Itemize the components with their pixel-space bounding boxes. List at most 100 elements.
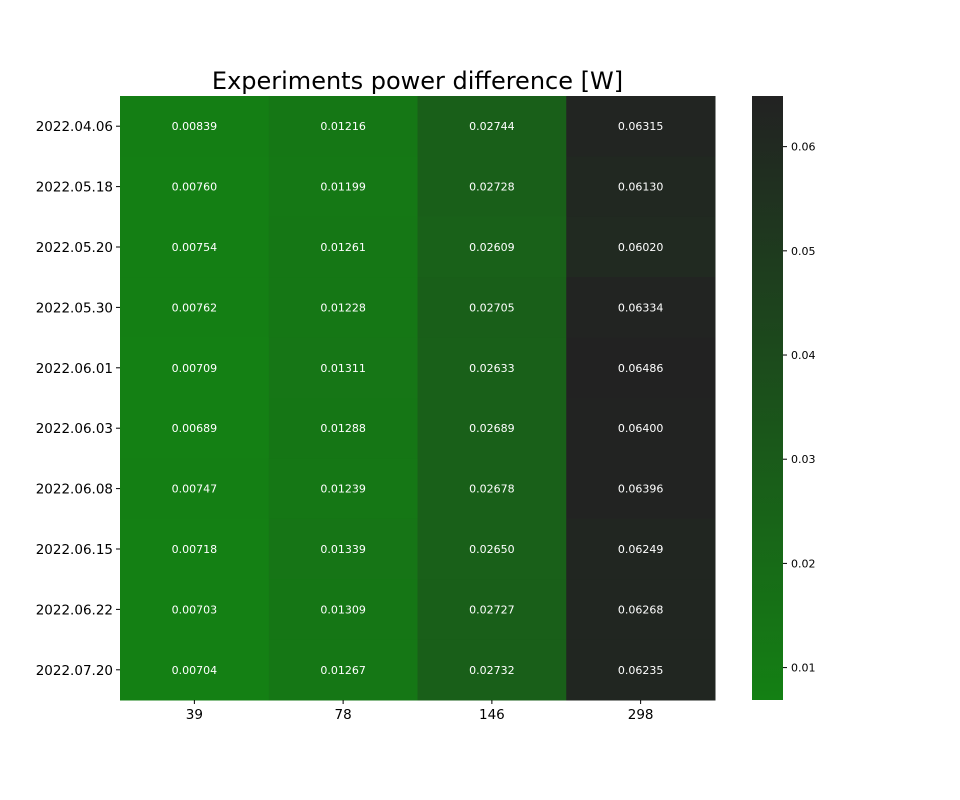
colorbar-tick-label: 0.02 <box>791 557 816 570</box>
cell-value-label: 0.06235 <box>618 664 664 677</box>
cell-value-label: 0.00839 <box>172 120 218 133</box>
colorbar-gradient <box>752 96 783 700</box>
heatmap-cell <box>417 216 567 278</box>
heatmap-cell <box>417 398 567 459</box>
heatmap-cell <box>268 277 418 339</box>
cell-value-label: 0.01288 <box>320 422 366 435</box>
heatmap-cell <box>417 639 567 701</box>
cell-value-label: 0.02732 <box>469 664 515 677</box>
cell-value-label: 0.02633 <box>469 362 515 375</box>
colorbar-tick-label: 0.06 <box>791 141 816 154</box>
heatmap-cell <box>417 156 567 218</box>
heatmap-cell <box>120 216 270 278</box>
cell-value-label: 0.01267 <box>320 664 366 677</box>
cell-value-label: 0.06396 <box>618 483 664 496</box>
heatmap-cell <box>268 398 418 459</box>
cell-value-label: 0.06130 <box>618 181 664 194</box>
cell-value-label: 0.02705 <box>469 301 515 314</box>
y-tick-label: 2022.06.15 <box>36 542 113 558</box>
x-tick-label: 146 <box>479 707 505 723</box>
y-tick-label: 2022.07.20 <box>36 663 113 679</box>
cell-value-label: 0.06400 <box>618 422 664 435</box>
heatmap-cell <box>566 337 716 399</box>
chart-title: Experiments power difference [W] <box>212 67 623 95</box>
heatmap-cell <box>268 337 418 399</box>
cell-value-label: 0.01309 <box>320 603 366 616</box>
heatmap-cell <box>566 156 716 218</box>
heatmap-cell <box>417 579 567 641</box>
y-tick-label: 2022.06.22 <box>36 602 113 618</box>
cell-value-label: 0.02728 <box>469 181 515 194</box>
cell-value-label: 0.02678 <box>469 483 515 496</box>
cell-value-label: 0.00762 <box>172 301 218 314</box>
cell-value-label: 0.06486 <box>618 362 664 375</box>
colorbar-tick-label: 0.04 <box>791 349 816 362</box>
colorbar-tick-label: 0.01 <box>791 662 816 675</box>
cell-value-label: 0.01339 <box>320 543 366 556</box>
y-tick-label: 2022.05.30 <box>36 300 113 316</box>
heatmap-cell <box>566 96 716 157</box>
x-axis: 39 78 146 298 <box>186 700 654 723</box>
heatmap-cell <box>566 639 716 701</box>
cell-value-label: 0.06249 <box>618 543 664 556</box>
heatmap-cell <box>120 277 270 339</box>
heatmap-cell <box>417 458 567 520</box>
heatmap-cell <box>120 639 270 701</box>
x-tick-label: 298 <box>628 707 654 723</box>
heatmap-cells <box>120 96 716 701</box>
cell-value-label: 0.00718 <box>172 543 218 556</box>
y-tick-label: 2022.06.01 <box>36 361 113 377</box>
cell-value-label: 0.00747 <box>172 483 218 496</box>
heatmap-cell <box>268 518 418 580</box>
heatmap-cell <box>417 277 567 339</box>
y-tick-label: 2022.05.20 <box>36 240 113 256</box>
colorbar-tick-label: 0.03 <box>791 453 816 466</box>
cell-value-label: 0.01228 <box>320 301 366 314</box>
cell-value-label: 0.06334 <box>618 301 664 314</box>
cell-value-label: 0.01199 <box>320 181 366 194</box>
heatmap-cell <box>566 277 716 339</box>
heatmap-cell <box>566 458 716 520</box>
cell-value-label: 0.01216 <box>320 120 366 133</box>
heatmap-cell <box>120 337 270 399</box>
y-tick-label: 2022.04.06 <box>36 119 113 135</box>
heatmap-cell <box>268 458 418 520</box>
cell-value-label: 0.00704 <box>172 664 218 677</box>
y-tick-label: 2022.05.18 <box>36 180 113 196</box>
cell-value-label: 0.02689 <box>469 422 515 435</box>
y-tick-label: 2022.06.08 <box>36 482 113 498</box>
heatmap-cell <box>566 579 716 641</box>
cell-value-label: 0.06268 <box>618 603 664 616</box>
colorbar: 0.01 0.02 0.03 0.04 0.05 0.06 <box>752 96 816 700</box>
cell-value-label: 0.02744 <box>469 120 515 133</box>
cell-value-label: 0.00760 <box>172 181 218 194</box>
cell-value-label: 0.02650 <box>469 543 515 556</box>
cell-value-label: 0.01311 <box>320 362 366 375</box>
heatmap-cell <box>120 398 270 459</box>
x-tick-label: 39 <box>186 707 203 723</box>
y-tick-label: 2022.06.03 <box>36 421 113 437</box>
heatmap-cell <box>566 216 716 278</box>
heatmap-cell <box>120 96 270 157</box>
heatmap-cell <box>120 458 270 520</box>
heatmap-cell <box>566 518 716 580</box>
heatmap-cell <box>268 216 418 278</box>
cell-value-label: 0.00709 <box>172 362 218 375</box>
heatmap-cell <box>120 518 270 580</box>
heatmap-cell <box>268 579 418 641</box>
heatmap-cell-labels: 0.00839 0.01216 0.02744 0.06315 0.00760 0.011… <box>172 120 664 677</box>
colorbar-tick-label: 0.05 <box>791 245 816 258</box>
heatmap-cell <box>566 398 716 459</box>
cell-value-label: 0.00689 <box>172 422 218 435</box>
cell-value-label: 0.06315 <box>618 120 664 133</box>
y-axis: 2022.04.06 2022.05.18 2022.05.20 2022.05.30… <box>36 119 120 679</box>
cell-value-label: 0.06020 <box>618 241 664 254</box>
cell-value-label: 0.00754 <box>172 241 218 254</box>
cell-value-label: 0.02727 <box>469 603 515 616</box>
heatmap-cell <box>417 96 567 157</box>
heatmap-cell <box>268 639 418 701</box>
x-tick-label: 78 <box>335 707 352 723</box>
cell-value-label: 0.02609 <box>469 241 515 254</box>
heatmap-cell <box>268 96 418 157</box>
